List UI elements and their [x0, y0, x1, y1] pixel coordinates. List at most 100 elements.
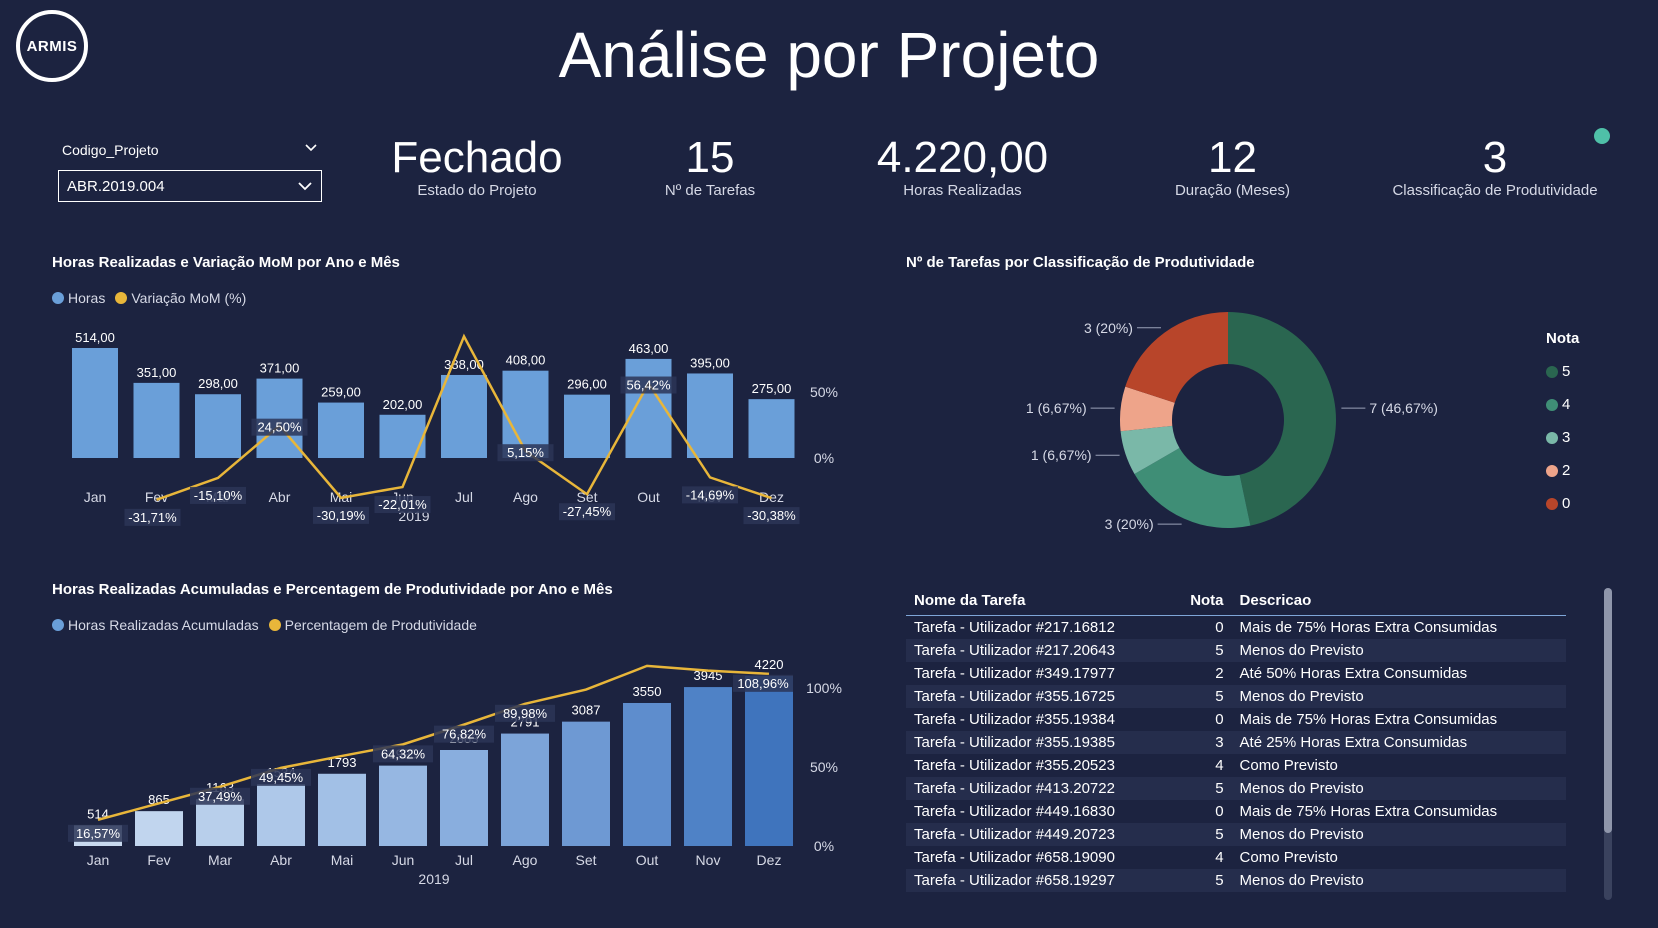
bar[interactable] [745, 676, 793, 846]
legend-dot [1546, 464, 1558, 477]
productivity-donut-chart: 7 (46,67%) 3 (20%) 1 (6,67%) 1 (6,67%) 3 (20… [1026, 312, 1438, 532]
bar[interactable] [257, 784, 305, 846]
x-tick-label: Out [636, 852, 659, 868]
bar[interactable] [687, 373, 733, 458]
chevron-down-icon[interactable] [304, 140, 318, 154]
column-header-description[interactable]: Descricao [1231, 585, 1566, 616]
page-title: Análise por Projeto [558, 19, 1100, 91]
column-header-note[interactable]: Nota [1171, 585, 1232, 616]
line-label-bg [743, 507, 800, 525]
donut-slice[interactable] [1125, 312, 1228, 403]
legend-dot [1546, 431, 1558, 444]
bar[interactable] [379, 414, 426, 458]
bar[interactable] [135, 811, 183, 846]
kpi-productivity-class: 3 Classificação de Produtividade [1360, 132, 1630, 199]
kpi-project-state: Fechado Estado do Projeto [372, 132, 582, 199]
bar[interactable] [623, 702, 671, 846]
bar[interactable] [133, 382, 180, 458]
note-cell: 5 [1171, 639, 1232, 662]
table-row[interactable]: Tarefa - Utilizador #449.20723 5 Menos do … [906, 823, 1566, 846]
project-code-dropdown[interactable]: ABR.2019.004 [58, 170, 322, 202]
donut-slice[interactable] [1228, 312, 1336, 526]
x-tick-label: Out [637, 489, 660, 505]
legend-dot [268, 619, 281, 631]
kpi-value: 15 [685, 133, 735, 182]
kpi-task-count: 15 Nº de Tarefas [620, 132, 800, 199]
task-name-cell: Tarefa - Utilizador #355.16725 [906, 685, 1172, 708]
column-header-task[interactable]: Nome da Tarefa [906, 585, 1172, 616]
description-cell: Mais de 75% Horas Extra Consumidas [1239, 711, 1498, 728]
x-axis-label: 2019 [418, 871, 449, 887]
x-tick-label: Set [576, 489, 597, 505]
y2-tick-label: 50% [810, 384, 838, 400]
x-tick-label: Abr [269, 489, 291, 505]
slice-label: 3 (20%) [1105, 516, 1154, 532]
legend-label: Percentagem de Produtividade [284, 617, 477, 633]
line-label: 5,15% [507, 445, 544, 460]
table-row[interactable]: Tarefa - Utilizador #355.20523 4 Como Prev… [906, 754, 1566, 777]
note-cell: 4 [1215, 849, 1224, 866]
legend-label: 3 [1562, 429, 1571, 446]
x-tick-label: Jan [84, 489, 107, 505]
legend-dot [1546, 365, 1558, 378]
description-cell: Menos do Previsto [1231, 777, 1566, 800]
line-label: -22,01% [378, 497, 427, 512]
donut-legend-item: 0 [1546, 487, 1579, 520]
table-row[interactable]: Tarefa - Utilizador #349.17977 2 Até 50% H… [906, 662, 1566, 685]
bar[interactable] [318, 773, 366, 846]
table-row[interactable]: Tarefa - Utilizador #658.19090 4 Como Prev… [906, 846, 1566, 869]
x-tick-label: Jul [455, 852, 473, 868]
bar[interactable] [501, 733, 549, 846]
legend-label: 4 [1562, 396, 1571, 413]
bar[interactable] [562, 721, 610, 846]
note-cell: 5 [1171, 777, 1232, 800]
table-row[interactable]: Tarefa - Utilizador #355.19385 3 Até 25% H… [906, 731, 1566, 754]
kpi-value: 4.220,00 [876, 133, 1049, 182]
bar-label: 202,00 [383, 397, 423, 412]
description-cell: Menos do Previsto [1231, 869, 1566, 892]
table-row[interactable]: Tarefa - Utilizador #217.20643 5 Menos do … [906, 639, 1566, 662]
x-tick-label: Set [575, 852, 596, 868]
bar[interactable] [502, 370, 549, 458]
donut-slice[interactable] [1134, 448, 1251, 528]
table-row[interactable]: Tarefa - Utilizador #355.19384 0 Mais de 7… [906, 708, 1566, 731]
table-row[interactable]: Tarefa - Utilizador #217.16812 0 Mais de 7… [906, 616, 1566, 640]
note-cell: 0 [1215, 711, 1224, 728]
note-cell: 2 [1215, 665, 1224, 682]
bar[interactable] [379, 765, 427, 846]
table-row[interactable]: Tarefa - Utilizador #449.16830 0 Mais de 7… [906, 800, 1566, 823]
table-row[interactable]: Tarefa - Utilizador #355.16725 5 Menos do … [906, 685, 1566, 708]
donut-slice[interactable] [1120, 425, 1180, 474]
table-row[interactable]: Tarefa - Utilizador #658.19297 5 Menos do … [906, 869, 1566, 892]
bar[interactable] [195, 394, 241, 458]
line-label-bg [559, 503, 615, 521]
donut-slice[interactable] [1120, 386, 1175, 432]
bar[interactable] [440, 750, 488, 846]
bar[interactable] [441, 374, 487, 458]
task-name-cell: Tarefa - Utilizador #449.20723 [906, 823, 1172, 846]
bar[interactable] [318, 402, 364, 458]
bar[interactable] [564, 394, 610, 458]
hours-mom-chart: 514,00Jan351,00Fev298,00Mar371,00Abr259,… [72, 330, 838, 526]
line-label-bg [190, 486, 246, 504]
table-row[interactable]: Tarefa - Utilizador #413.20722 5 Menos do … [906, 777, 1566, 800]
note-cell: 3 [1171, 731, 1232, 754]
task-name-cell: Tarefa - Utilizador #217.16812 [914, 619, 1115, 636]
note-cell: 5 [1171, 685, 1232, 708]
bar[interactable] [72, 348, 118, 458]
line-label: -30,38% [747, 508, 796, 523]
table-scrollbar-thumb[interactable] [1604, 588, 1612, 833]
y2-tick-label: 50% [810, 759, 838, 775]
kpi-value: Fechado [391, 133, 563, 182]
bar-label: 463,00 [629, 341, 669, 356]
kpi-label: Estado do Projeto [417, 182, 537, 199]
bar[interactable] [196, 799, 244, 846]
bar[interactable] [748, 399, 795, 458]
kpi-hours: 4.220,00 Horas Realizadas [850, 132, 1075, 199]
task-name-cell: Tarefa - Utilizador #355.20523 [914, 757, 1115, 774]
description-cell: Menos do Previsto [1231, 823, 1566, 846]
legend-label: Variação MoM (%) [131, 290, 247, 306]
line-label: -14,69% [686, 487, 735, 502]
y2-tick-label: 100% [806, 680, 842, 696]
bar[interactable] [684, 687, 732, 846]
